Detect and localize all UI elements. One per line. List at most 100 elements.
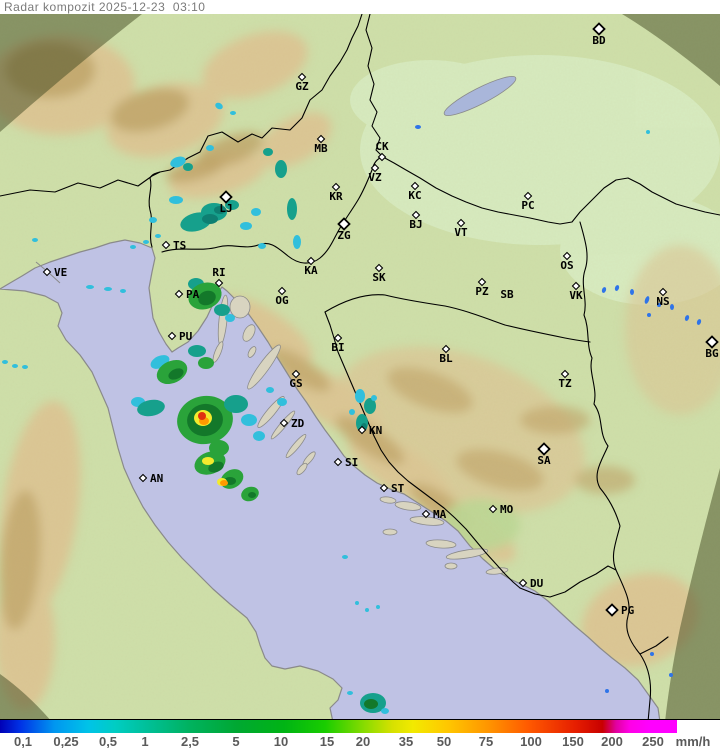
radar-echo-cell bbox=[364, 398, 376, 414]
station-marker-icon bbox=[167, 331, 177, 341]
radar-echo-cell bbox=[349, 409, 355, 415]
station-tz: TZ bbox=[558, 369, 572, 390]
radar-echo-cell bbox=[169, 196, 183, 204]
radar-echo-cell bbox=[2, 360, 8, 364]
station-layer: GZ BD MB CK VZ KR KC PC LJ BJ VT ZG TS OS KA SK VE PZ RI VK… bbox=[42, 22, 719, 617]
station-sa: SA bbox=[537, 442, 551, 467]
page-title: Radar kompozit 2025-12-23 03:10 bbox=[4, 0, 206, 14]
radar-echo-cell bbox=[86, 285, 94, 289]
radar-echo-cell bbox=[287, 198, 297, 220]
station-label: MA bbox=[433, 508, 447, 521]
radar-echo-cell bbox=[208, 461, 224, 473]
legend-labels: 0,1 0,25 0,5 1 2,5 5 10 15 20 35 50 75 100 150 200 250 m… bbox=[0, 733, 720, 751]
legend-label-200: 200 bbox=[601, 734, 623, 749]
radar-echo-cell bbox=[224, 395, 248, 413]
station-label: ZD bbox=[291, 417, 305, 430]
station-marker-icon bbox=[306, 256, 316, 266]
legend-label-15: 15 bbox=[319, 734, 335, 749]
station-bd: BD bbox=[592, 22, 606, 47]
station-label: PZ bbox=[475, 285, 489, 298]
radar-echo-cell bbox=[214, 206, 226, 214]
radar-echo-cell bbox=[104, 287, 112, 291]
radar-echo-cell bbox=[120, 289, 126, 293]
station-label: KC bbox=[408, 189, 421, 202]
station-marker-icon bbox=[370, 163, 380, 173]
station-label: SK bbox=[372, 271, 386, 284]
radar-echo-layer bbox=[2, 102, 702, 714]
lake-balaton bbox=[443, 76, 517, 116]
station-label: SA bbox=[537, 454, 551, 467]
station-marker-icon bbox=[331, 182, 341, 192]
station-label: PG bbox=[621, 604, 635, 617]
radar-echo-cell bbox=[188, 345, 206, 357]
station-bj: BJ bbox=[409, 210, 423, 231]
station-label: MB bbox=[314, 142, 328, 155]
station-marker-icon bbox=[337, 217, 351, 231]
radar-echo-cell bbox=[647, 313, 651, 317]
radar-echo-cell bbox=[381, 708, 389, 714]
radar-echo-cell bbox=[364, 699, 378, 709]
station-label: BI bbox=[331, 341, 344, 354]
radar-echo-cell bbox=[168, 368, 184, 380]
station-label: OG bbox=[275, 294, 289, 307]
radar-echo-cell bbox=[149, 217, 157, 223]
radar-echo-cell bbox=[198, 412, 206, 420]
station-bi: BI bbox=[331, 333, 345, 354]
radar-echo-cell bbox=[601, 287, 607, 293]
station-sk: SK bbox=[372, 263, 386, 284]
radar-echo-cell bbox=[669, 673, 673, 677]
legend-label-5: 5 bbox=[232, 734, 240, 749]
station-gs: GS bbox=[289, 369, 303, 390]
radar-echo-cell bbox=[241, 414, 257, 426]
radar-echo-cell bbox=[275, 160, 287, 178]
radar-echo-cell bbox=[225, 200, 239, 210]
station-marker-icon bbox=[658, 287, 668, 297]
radar-echo-cell bbox=[183, 163, 193, 171]
station-label: PU bbox=[179, 330, 193, 343]
radar-echo-cell bbox=[230, 111, 236, 115]
station-pz: PZ bbox=[475, 277, 489, 298]
out-of-range-overlay bbox=[0, 14, 720, 719]
station-kn: KN bbox=[357, 424, 382, 437]
radar-echo-cell bbox=[365, 608, 369, 612]
titlebar: Radar kompozit 2025-12-23 03:10 bbox=[0, 0, 720, 14]
station-label: NS bbox=[656, 295, 669, 308]
station-label: BD bbox=[592, 34, 606, 47]
station-label: CK bbox=[375, 140, 389, 153]
station-label: TS bbox=[173, 239, 186, 252]
legend-label-0,25: 0,25 bbox=[53, 734, 79, 749]
station-gz: GZ bbox=[295, 72, 309, 93]
station-label: GZ bbox=[295, 80, 309, 93]
radar-echo-cell bbox=[215, 102, 223, 110]
station-mb: MB bbox=[314, 134, 328, 155]
radar-echo-cell bbox=[202, 214, 218, 224]
legend-label-0,1: 0,1 bbox=[13, 734, 33, 749]
legend-label-2,5: 2,5 bbox=[180, 734, 200, 749]
radar-echo-cell bbox=[657, 303, 661, 307]
station-marker-icon bbox=[277, 286, 287, 296]
station-pu: PU bbox=[167, 330, 193, 343]
station-marker-icon bbox=[379, 483, 389, 493]
station-zd: ZD bbox=[279, 417, 305, 430]
station-marker-icon bbox=[518, 578, 528, 588]
station-kr: KR bbox=[329, 182, 343, 203]
radar-echo-cell bbox=[248, 492, 256, 498]
station-label: BJ bbox=[409, 218, 422, 231]
station-sb: SB bbox=[500, 288, 514, 301]
legend-gradient-bar bbox=[0, 720, 677, 733]
station-pg: PG bbox=[605, 603, 635, 617]
legend-label-10: 10 bbox=[273, 734, 289, 749]
legend-label-35: 35 bbox=[398, 734, 414, 749]
radar-echo-cell bbox=[263, 148, 273, 156]
radar-echo-cell bbox=[630, 289, 634, 295]
legend-label-1: 1 bbox=[141, 734, 149, 749]
station-label: BG bbox=[705, 347, 719, 360]
radar-echo-cell bbox=[355, 601, 359, 605]
radar-echo-cell bbox=[293, 235, 301, 249]
legend-label-50: 50 bbox=[436, 734, 452, 749]
station-mo: MO bbox=[488, 503, 514, 516]
radar-echo-cell bbox=[266, 387, 274, 393]
station-os: OS bbox=[560, 251, 574, 272]
station-marker-icon bbox=[291, 369, 301, 379]
station-label: KN bbox=[369, 424, 382, 437]
